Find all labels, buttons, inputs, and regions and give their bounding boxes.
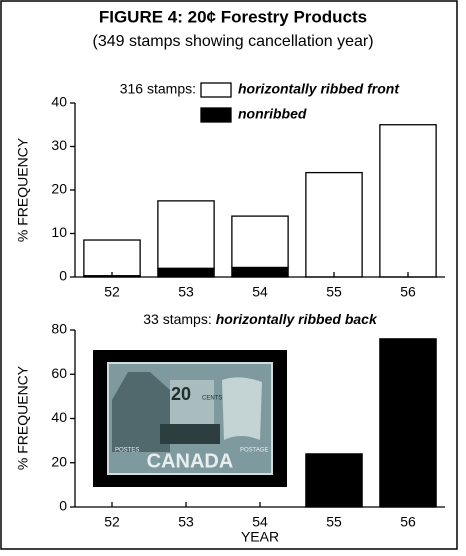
stamp-board <box>170 380 214 426</box>
y-tick-label: 40 <box>51 94 67 110</box>
bar <box>379 338 437 508</box>
x-tick-label: 55 <box>326 514 342 530</box>
x-tick-label: 54 <box>252 284 268 300</box>
y-axis-label: % FREQUENCY <box>15 365 31 470</box>
y-tick-label: 0 <box>59 498 67 514</box>
legend-title: 316 stamps: <box>120 81 196 97</box>
legend-label: horizontally ribbed front <box>238 81 400 97</box>
x-tick-label: 53 <box>178 514 194 530</box>
x-tick-label: 52 <box>104 284 120 300</box>
stamp-denomination: 20 <box>171 384 191 404</box>
bar <box>83 239 141 277</box>
y-tick-label: 0 <box>59 268 67 284</box>
x-tick-label: 52 <box>104 514 120 530</box>
stamp-left: POSTES <box>115 448 139 454</box>
stamp-mill <box>160 424 220 444</box>
bar <box>379 124 437 278</box>
x-tick-label: 55 <box>326 284 342 300</box>
x-tick-label: 56 <box>400 514 416 530</box>
legend-swatch <box>200 107 232 123</box>
x-tick-label: 53 <box>178 284 194 300</box>
chart-subtitle: (349 stamps showing cancellation year) <box>92 33 373 50</box>
bar <box>157 200 215 269</box>
legend-label: nonribbed <box>238 106 307 122</box>
stamp-paper <box>222 377 262 440</box>
panel-title-prefix: 33 stamps: <box>143 311 211 327</box>
stamp-right: POSTAGE <box>240 448 269 454</box>
panel-title: 33 stamps: horizontally ribbed back <box>143 311 378 327</box>
stamp-cents: CENTS <box>202 396 222 402</box>
y-tick-label: 40 <box>51 409 67 425</box>
y-tick-label: 60 <box>51 365 67 381</box>
legend-swatch <box>200 82 232 98</box>
bar <box>305 453 363 508</box>
stamp-country: CANADA <box>147 450 234 472</box>
bar <box>305 171 363 278</box>
y-tick-label: 80 <box>51 321 67 337</box>
panel-title-series: horizontally ribbed back <box>216 311 378 327</box>
y-tick-label: 20 <box>51 181 67 197</box>
y-axis-label: % FREQUENCY <box>15 137 31 242</box>
x-tick-label: 56 <box>400 284 416 300</box>
chart-title: FIGURE 4: 20¢ Forestry Products <box>99 7 367 26</box>
x-tick-label: 54 <box>252 514 268 530</box>
bar <box>231 215 289 269</box>
y-tick-label: 10 <box>51 224 67 240</box>
x-axis-label: YEAR <box>241 529 279 545</box>
y-tick-label: 20 <box>51 453 67 469</box>
y-tick-label: 30 <box>51 137 67 153</box>
stamp-inset: 20 CENTS POSTES POSTAGE CANADA <box>93 350 287 487</box>
stamp-trees <box>112 372 170 452</box>
